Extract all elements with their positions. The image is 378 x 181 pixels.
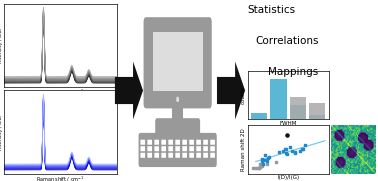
Bar (172, 102, 183, 123)
Bar (270, 79, 287, 119)
FancyBboxPatch shape (154, 140, 159, 145)
Point (256, 166, 262, 169)
Point (259, 164, 265, 167)
FancyBboxPatch shape (140, 153, 145, 158)
FancyBboxPatch shape (168, 146, 173, 151)
Bar (290, 105, 306, 119)
Text: Statistics: Statistics (248, 5, 296, 15)
Point (262, 154, 268, 157)
Point (284, 133, 290, 136)
Bar (146, 95, 209, 104)
Y-axis label: counts: counts (241, 86, 246, 104)
FancyBboxPatch shape (144, 17, 212, 108)
Point (259, 160, 265, 163)
FancyBboxPatch shape (161, 140, 166, 145)
FancyBboxPatch shape (203, 146, 208, 151)
Point (264, 160, 270, 163)
Point (256, 167, 262, 170)
X-axis label: Raman shift / cm$^{-1}$: Raman shift / cm$^{-1}$ (36, 174, 85, 181)
FancyBboxPatch shape (182, 140, 187, 145)
FancyBboxPatch shape (155, 118, 200, 136)
FancyBboxPatch shape (210, 146, 215, 151)
FancyBboxPatch shape (196, 140, 201, 145)
Y-axis label: Intensity / a.u.: Intensity / a.u. (0, 28, 3, 63)
FancyBboxPatch shape (189, 140, 194, 145)
Point (252, 166, 258, 169)
FancyBboxPatch shape (203, 153, 208, 158)
FancyBboxPatch shape (196, 153, 201, 158)
Point (284, 152, 290, 155)
Point (273, 161, 279, 164)
FancyBboxPatch shape (147, 153, 152, 158)
Point (302, 143, 308, 146)
FancyBboxPatch shape (140, 146, 145, 151)
Point (299, 148, 305, 151)
FancyBboxPatch shape (154, 146, 159, 151)
Bar (290, 97, 306, 119)
Bar (153, 32, 203, 90)
Polygon shape (115, 62, 143, 119)
Point (276, 151, 282, 154)
FancyBboxPatch shape (210, 140, 215, 145)
FancyBboxPatch shape (175, 146, 180, 151)
X-axis label: Raman shift / cm$^{-1}$: Raman shift / cm$^{-1}$ (36, 88, 85, 97)
FancyBboxPatch shape (210, 153, 215, 158)
Text: Correlations: Correlations (255, 36, 319, 46)
Point (259, 158, 265, 161)
Point (297, 150, 303, 152)
Bar (251, 113, 267, 119)
X-axis label: FWHM: FWHM (280, 121, 297, 126)
FancyBboxPatch shape (203, 140, 208, 145)
Point (292, 151, 298, 154)
Y-axis label: Raman shift 2D: Raman shift 2D (241, 128, 246, 171)
FancyBboxPatch shape (147, 146, 152, 151)
FancyBboxPatch shape (161, 146, 166, 151)
FancyBboxPatch shape (154, 153, 159, 158)
FancyBboxPatch shape (168, 140, 173, 145)
FancyBboxPatch shape (189, 153, 194, 158)
Circle shape (176, 96, 179, 102)
Point (280, 149, 287, 152)
FancyBboxPatch shape (140, 140, 145, 145)
Point (266, 156, 272, 159)
FancyBboxPatch shape (175, 140, 180, 145)
FancyBboxPatch shape (196, 146, 201, 151)
Y-axis label: Intensity / a.u.: Intensity / a.u. (0, 115, 3, 150)
FancyBboxPatch shape (147, 140, 152, 145)
Point (250, 167, 256, 170)
Point (300, 148, 306, 150)
Bar (309, 115, 325, 119)
Point (282, 147, 288, 150)
Point (283, 148, 289, 151)
Point (262, 159, 268, 162)
Point (260, 162, 266, 165)
Point (264, 162, 270, 165)
Point (265, 157, 271, 160)
Point (257, 166, 263, 169)
Point (292, 152, 298, 155)
FancyBboxPatch shape (168, 153, 173, 158)
Point (254, 166, 260, 169)
Point (257, 163, 263, 165)
Polygon shape (217, 62, 245, 119)
FancyBboxPatch shape (182, 146, 187, 151)
FancyBboxPatch shape (182, 153, 187, 158)
Bar (309, 103, 325, 119)
FancyBboxPatch shape (139, 133, 217, 167)
Point (287, 146, 293, 149)
FancyBboxPatch shape (161, 153, 166, 158)
FancyBboxPatch shape (175, 153, 180, 158)
Text: Mappings: Mappings (268, 67, 319, 77)
X-axis label: I(D)/I(G): I(D)/I(G) (277, 175, 299, 180)
Point (289, 149, 295, 152)
Point (283, 151, 289, 154)
FancyBboxPatch shape (189, 146, 194, 151)
